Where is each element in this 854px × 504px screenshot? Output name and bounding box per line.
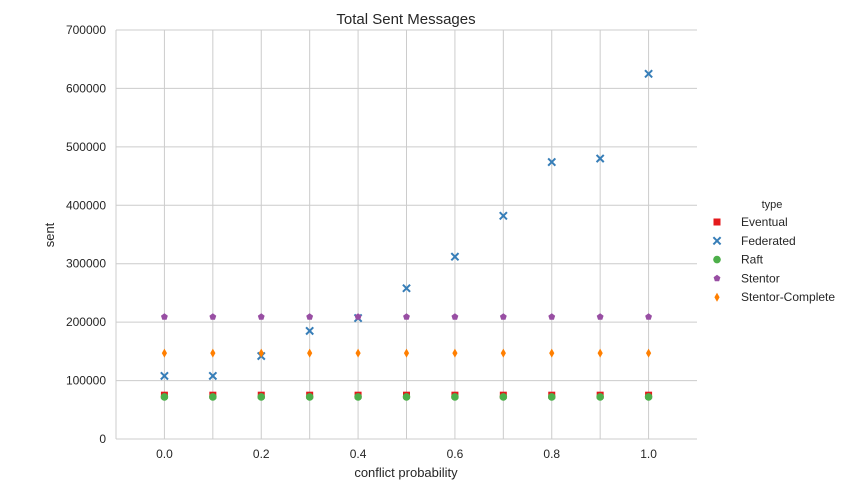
data-point	[160, 313, 168, 320]
y-tick-label: 300000	[66, 257, 106, 271]
y-axis-label: sent	[42, 222, 57, 247]
legend-title: type	[762, 199, 783, 211]
x-tick-label: 0.8	[543, 447, 560, 461]
legend-marker	[712, 236, 722, 246]
data-point	[209, 393, 217, 401]
x-axis-label: conflict probability	[354, 465, 458, 480]
data-point	[402, 283, 411, 293]
series-stentor-complete	[161, 348, 652, 358]
data-point	[161, 348, 168, 358]
data-point	[160, 393, 169, 401]
data-point	[354, 393, 362, 401]
data-point	[452, 348, 458, 358]
legend-marker	[714, 292, 720, 302]
data-points	[160, 69, 653, 401]
tick-labels: 0 100000 200000 300000 400000 500000 600000 700…	[66, 23, 657, 461]
y-tick-label: 400000	[66, 198, 106, 212]
x-tick-label: 0.6	[447, 447, 464, 461]
data-point	[645, 313, 653, 320]
y-tick-label: 100000	[66, 374, 106, 388]
data-point	[595, 154, 605, 163]
y-tick-label: 600000	[66, 81, 106, 95]
data-point	[450, 252, 460, 262]
data-point	[451, 313, 459, 320]
legend-marker	[713, 274, 721, 282]
data-point	[451, 393, 459, 401]
data-point	[403, 348, 410, 358]
data-point	[402, 393, 411, 401]
legend-marker	[713, 255, 721, 264]
data-point	[549, 348, 555, 358]
data-point	[644, 69, 653, 79]
data-point	[160, 371, 169, 381]
data-point	[208, 371, 218, 381]
data-point	[499, 393, 508, 401]
data-point	[403, 313, 410, 320]
data-point	[500, 348, 506, 358]
series-stentor	[160, 313, 653, 320]
data-point	[307, 348, 313, 358]
legend: type Eventual Federated Raft Stentor Stentor…	[712, 199, 835, 304]
x-tick-label: 0.4	[350, 447, 367, 461]
data-point	[306, 313, 314, 320]
grid-lines	[116, 29, 697, 439]
data-point	[597, 348, 603, 358]
x-tick-label: 0.0	[156, 447, 173, 461]
data-point	[499, 313, 507, 320]
y-tick-label: 700000	[66, 23, 106, 37]
y-tick-label: 200000	[66, 315, 106, 329]
legend-label: Raft	[741, 253, 764, 267]
data-point	[547, 157, 557, 167]
data-point	[257, 393, 266, 401]
data-point	[258, 348, 264, 358]
data-point	[209, 313, 217, 320]
data-point	[210, 348, 216, 358]
data-point	[548, 313, 556, 320]
series-federated	[160, 69, 653, 381]
data-point	[257, 313, 265, 320]
legend-label: Stentor	[741, 271, 780, 285]
x-tick-label: 0.2	[253, 447, 270, 461]
legend-label: Federated	[741, 234, 796, 248]
data-point	[355, 348, 361, 358]
data-point	[305, 326, 314, 336]
x-tick-label: 1.0	[640, 447, 657, 461]
data-point	[547, 393, 556, 401]
data-point	[596, 393, 604, 401]
data-point	[354, 313, 362, 320]
series-raft	[160, 393, 653, 401]
y-tick-label: 0	[99, 432, 106, 446]
chart-title: Total Sent Messages	[336, 11, 475, 28]
data-point	[596, 313, 604, 320]
legend-marker	[713, 218, 721, 226]
data-point	[644, 393, 653, 401]
y-tick-label: 500000	[66, 140, 106, 154]
legend-label: Eventual	[741, 215, 788, 229]
axes	[115, 30, 697, 440]
data-point	[305, 393, 314, 401]
data-point	[645, 348, 652, 358]
legend-label: Stentor-Complete	[741, 290, 835, 304]
data-point	[499, 211, 508, 221]
